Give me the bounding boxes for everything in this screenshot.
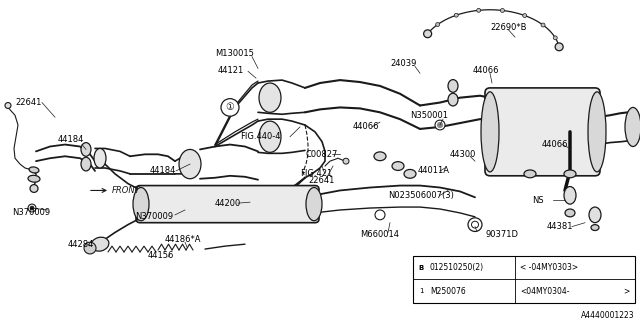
- Ellipse shape: [81, 143, 91, 156]
- Text: 90371D: 90371D: [485, 230, 518, 239]
- Circle shape: [438, 123, 442, 127]
- Circle shape: [472, 221, 479, 228]
- Ellipse shape: [91, 237, 109, 251]
- Ellipse shape: [306, 188, 322, 221]
- Text: NS: NS: [532, 196, 543, 205]
- Text: 22641: 22641: [308, 176, 334, 185]
- Ellipse shape: [625, 108, 640, 147]
- Text: 44066: 44066: [542, 140, 568, 149]
- Text: 44066: 44066: [473, 66, 499, 75]
- Ellipse shape: [94, 148, 106, 168]
- Text: FRONT: FRONT: [112, 186, 141, 195]
- Circle shape: [30, 185, 38, 192]
- Ellipse shape: [448, 80, 458, 92]
- Circle shape: [468, 218, 482, 231]
- Text: 22641: 22641: [15, 98, 42, 107]
- Circle shape: [436, 22, 440, 27]
- Ellipse shape: [81, 157, 91, 171]
- Ellipse shape: [133, 188, 149, 221]
- Text: N350001: N350001: [410, 111, 448, 120]
- Text: M130015: M130015: [215, 49, 254, 58]
- Text: 44186*A: 44186*A: [165, 235, 202, 244]
- Text: N370009: N370009: [12, 208, 50, 217]
- Text: < -04MY0303>: < -04MY0303>: [520, 263, 579, 272]
- Text: M250076: M250076: [430, 286, 466, 296]
- Text: 44381: 44381: [547, 222, 573, 231]
- Circle shape: [541, 23, 545, 27]
- Text: 22690*B: 22690*B: [490, 23, 527, 32]
- Text: 012510250(2): 012510250(2): [430, 263, 484, 272]
- Ellipse shape: [259, 83, 281, 112]
- Text: ①: ①: [226, 102, 234, 112]
- Ellipse shape: [259, 121, 281, 152]
- Text: 44300: 44300: [450, 150, 476, 159]
- Text: M660014: M660014: [360, 230, 399, 239]
- Text: A4440001223: A4440001223: [581, 311, 635, 320]
- Ellipse shape: [591, 225, 599, 230]
- Circle shape: [5, 102, 11, 108]
- Circle shape: [415, 285, 427, 297]
- Ellipse shape: [589, 207, 601, 223]
- Text: 44011A: 44011A: [418, 166, 450, 175]
- Text: >: >: [624, 286, 630, 296]
- FancyBboxPatch shape: [485, 88, 600, 176]
- Ellipse shape: [392, 162, 404, 171]
- Text: 44284: 44284: [68, 240, 94, 249]
- Text: 44184: 44184: [150, 166, 177, 175]
- Ellipse shape: [588, 92, 606, 172]
- Text: <04MY0304-: <04MY0304-: [520, 286, 570, 296]
- Circle shape: [343, 158, 349, 164]
- Text: 24039: 24039: [390, 59, 417, 68]
- Text: N370009: N370009: [135, 212, 173, 221]
- Text: B: B: [419, 265, 424, 271]
- Text: N023506007(3): N023506007(3): [388, 191, 454, 200]
- Ellipse shape: [179, 149, 201, 179]
- Ellipse shape: [28, 175, 40, 182]
- Ellipse shape: [404, 170, 416, 178]
- FancyBboxPatch shape: [136, 186, 319, 223]
- Text: FIG.421: FIG.421: [300, 169, 332, 178]
- Circle shape: [30, 206, 34, 210]
- Circle shape: [523, 14, 527, 18]
- Ellipse shape: [564, 187, 576, 204]
- Ellipse shape: [448, 93, 458, 106]
- Circle shape: [375, 210, 385, 220]
- Text: 44200: 44200: [215, 199, 241, 208]
- Text: 44156: 44156: [148, 252, 174, 260]
- Text: 44121: 44121: [218, 66, 244, 75]
- Bar: [413, 256, 635, 303]
- Ellipse shape: [564, 170, 576, 178]
- Circle shape: [221, 99, 239, 116]
- Text: 44066: 44066: [353, 123, 380, 132]
- Ellipse shape: [565, 209, 575, 217]
- Circle shape: [553, 36, 557, 40]
- Circle shape: [477, 8, 481, 12]
- Circle shape: [84, 242, 96, 254]
- Circle shape: [424, 30, 431, 38]
- Text: 44184: 44184: [58, 135, 84, 144]
- Circle shape: [454, 13, 458, 17]
- Ellipse shape: [481, 92, 499, 172]
- Circle shape: [415, 262, 427, 274]
- Ellipse shape: [524, 170, 536, 178]
- Text: C00827: C00827: [305, 150, 337, 159]
- Text: FIG.440-4: FIG.440-4: [240, 132, 280, 141]
- Ellipse shape: [29, 167, 39, 173]
- Circle shape: [500, 9, 504, 12]
- Circle shape: [435, 120, 445, 130]
- Ellipse shape: [374, 152, 386, 161]
- Circle shape: [28, 204, 36, 212]
- Circle shape: [555, 43, 563, 51]
- Text: 1: 1: [419, 288, 423, 294]
